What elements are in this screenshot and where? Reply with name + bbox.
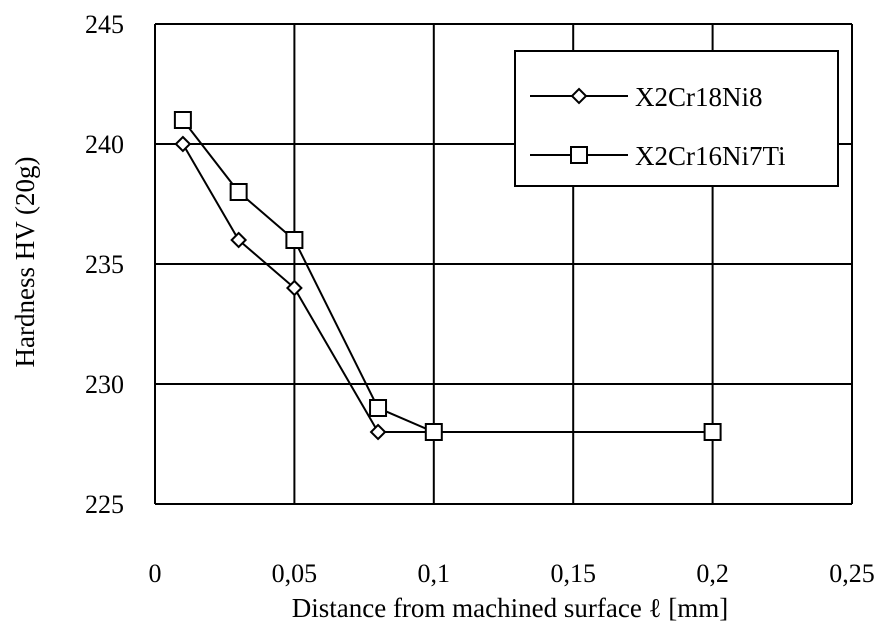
square-marker — [424, 423, 443, 441]
series-line — [182, 143, 713, 433]
legend-label: X2Cr16Ni7Ti — [635, 141, 786, 171]
y-tick-label: 240 — [85, 130, 124, 159]
x-axis-title: Distance from machined surface ℓ [mm] — [292, 593, 729, 623]
square-marker — [285, 231, 304, 249]
square-marker — [570, 146, 588, 164]
square-marker — [369, 399, 388, 417]
series-line — [182, 119, 713, 433]
legend-item: X2Cr18Ni8 — [530, 82, 763, 112]
x-tick-label: 0,05 — [272, 559, 318, 588]
y-tick-label: 225 — [85, 490, 124, 519]
diamond-marker — [369, 423, 387, 441]
y-axis-title: Hardness HV (20g) — [10, 157, 40, 368]
diamond-marker — [230, 231, 248, 249]
legend-label: X2Cr18Ni8 — [635, 82, 763, 112]
x-tick-label: 0 — [149, 559, 162, 588]
x-tick-label: 0,25 — [829, 559, 875, 588]
x-tick-label: 0,1 — [418, 559, 451, 588]
x-tick-label: 0,15 — [550, 559, 596, 588]
square-marker — [173, 111, 192, 129]
y-tick-label: 235 — [85, 250, 124, 279]
legend-box — [514, 50, 839, 187]
square-marker — [703, 423, 722, 441]
square-marker — [229, 183, 248, 201]
diamond-marker — [285, 279, 303, 297]
tick-layer: 225 230 235 240 245 0 0,05 0,1 0,15 0,2 0,25 — [85, 10, 875, 588]
legend: X2Cr18Ni8 X2Cr16Ni7Ti — [514, 50, 839, 187]
y-tick-label: 245 — [85, 10, 124, 39]
diamond-marker — [174, 135, 192, 153]
diamond-marker — [570, 87, 588, 105]
legend-items: X2Cr18Ni8 X2Cr16Ni7Ti — [530, 82, 786, 171]
legend-item: X2Cr16Ni7Ti — [530, 141, 786, 171]
series-layer — [173, 111, 722, 441]
series-2 — [173, 111, 722, 441]
y-tick-label: 230 — [85, 370, 124, 399]
x-tick-label: 0,2 — [696, 559, 729, 588]
